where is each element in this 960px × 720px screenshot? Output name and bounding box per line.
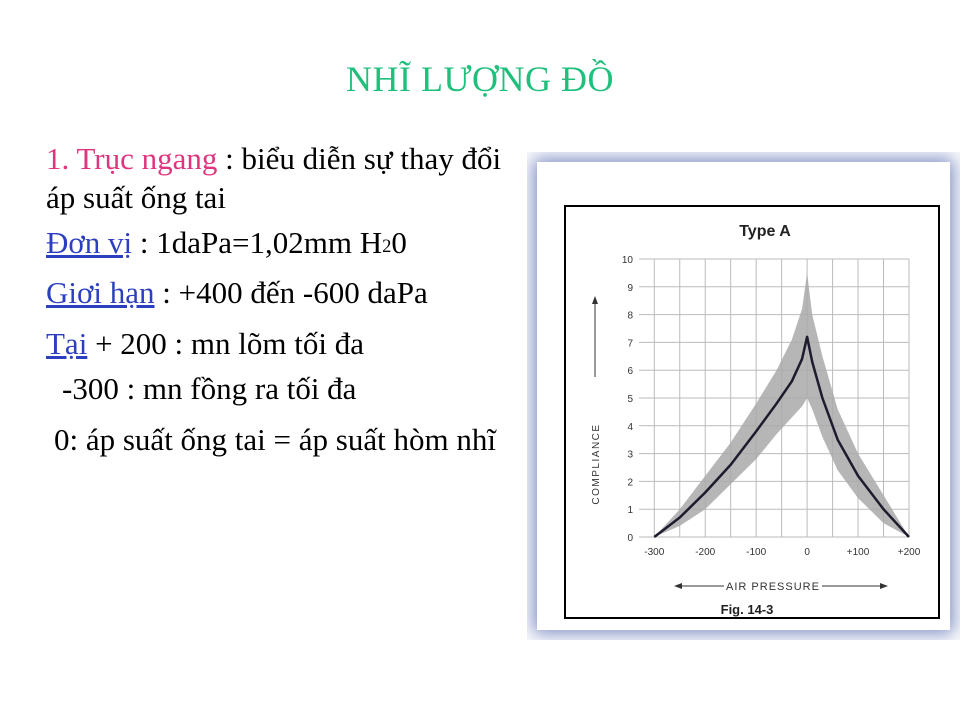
chart-title: Type A	[739, 223, 791, 240]
compliance-curve	[653, 335, 910, 538]
figure-frame: Type A 0 1 2 3 4 5 6 7 8 9 10 -300 -200 -100 0 +100 +200…	[527, 152, 960, 640]
paragraph-at: Tại + 200 : mn lõm tối đa	[46, 325, 516, 364]
unit-subscript: 2	[382, 235, 392, 257]
x-axis-arrowhead-right	[880, 583, 888, 589]
x-tick-label: -200	[695, 547, 715, 558]
paragraph-unit: Đơn vị : 1daPa=1,02mm H20	[46, 224, 516, 263]
chart-line-layer	[653, 335, 910, 538]
paragraph-limit: Giơi hạn : +400 đến -600 daPa	[46, 274, 516, 313]
chart-border	[564, 205, 940, 619]
x-axis-label: AIR PRESSURE	[726, 581, 820, 593]
y-axis-label: COMPLIANCE	[591, 423, 602, 504]
limit-label: Giơi hạn	[46, 275, 155, 311]
unit-label: Đơn vị	[46, 224, 133, 260]
compliance-band	[654, 272, 909, 537]
slide-title: NHĨ LƯỢNG ĐỒ	[346, 59, 614, 99]
y-tick-label: 5	[627, 394, 633, 405]
y-tick-label: 7	[627, 338, 633, 349]
y-axis-label-group: COMPLIANCE	[591, 296, 602, 505]
x-tick-label: -300	[644, 547, 664, 558]
text-block: 1. Trục ngang : biểu diễn sự thay đổi áp…	[46, 140, 516, 471]
y-tick-label: 10	[622, 255, 634, 266]
unit-text-end: 0	[391, 224, 407, 260]
x-tick-label: 0	[804, 547, 810, 558]
y-tick-label: 8	[627, 311, 633, 322]
x-tick-label: +100	[847, 547, 870, 558]
y-axis-arrowhead	[592, 296, 598, 304]
tympanogram-chart: Type A 0 1 2 3 4 5 6 7 8 9 10 -300 -200 -100 0 +100 +200…	[564, 205, 940, 619]
axis-label: 1. Trục ngang	[46, 141, 218, 176]
figure-panel: Type A 0 1 2 3 4 5 6 7 8 9 10 -300 -200 -100 0 +100 +200…	[537, 162, 950, 630]
at-label: Tại	[46, 326, 88, 361]
x-tick-label: -100	[746, 547, 766, 558]
y-tick-label: 9	[627, 283, 633, 294]
x-axis-arrowhead-left	[674, 583, 682, 589]
y-tick-label: 4	[627, 422, 633, 433]
chart-ticks: 0 1 2 3 4 5 6 7 8 9 10 -300 -200 -100 0 +100 +200	[622, 255, 921, 558]
figure-caption: Fig. 14-3	[721, 602, 774, 617]
x-tick-label: +200	[898, 547, 921, 558]
limit-text: : +400 đến -600 daPa	[154, 275, 428, 311]
chart-band	[654, 272, 909, 537]
at-text: + 200 : mn lõm tối đa	[87, 326, 364, 361]
y-tick-label: 2	[627, 477, 633, 488]
x-axis-label-group: AIR PRESSURE	[674, 581, 888, 593]
paragraph-zero: 0: áp suất ống tai = áp suất hòm nhĩ	[54, 421, 496, 457]
y-tick-label: 6	[627, 366, 633, 377]
unit-text: : 1daPa=1,02mm H	[132, 224, 383, 260]
y-tick-label: 3	[627, 450, 633, 461]
paragraph-negative: -300 : mn fồng ra tối đa	[62, 370, 357, 406]
y-tick-label: 1	[627, 505, 633, 516]
paragraph-axis: 1. Trục ngang : biểu diễn sự thay đổi áp…	[46, 140, 516, 218]
axis-description: : biểu diễn sự thay đổi áp suất ống tai	[46, 141, 502, 215]
y-tick-label: 0	[627, 533, 633, 544]
